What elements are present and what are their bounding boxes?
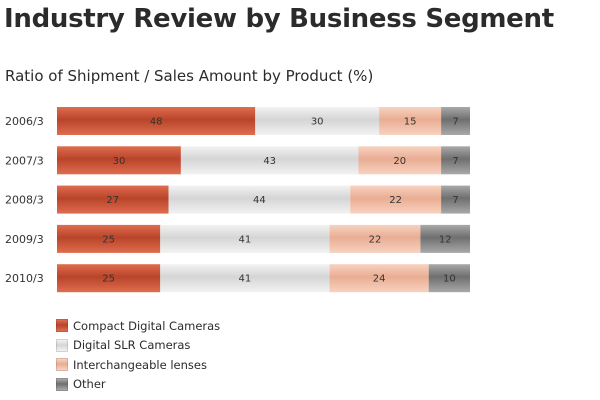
- bar-other: [420, 224, 470, 253]
- bar-other: [428, 264, 470, 293]
- bar-compact-digital-cameras: [57, 224, 161, 253]
- data-label: 41: [239, 274, 252, 285]
- bar-digital-slr-cameras: [180, 146, 359, 175]
- bar-other: [441, 185, 470, 214]
- legend-swatch: [56, 377, 68, 391]
- bar-interchangeable-lenses: [350, 185, 442, 214]
- legend-label: Other: [73, 377, 106, 392]
- category-label: 2009/3: [5, 233, 44, 246]
- legend-item: Compact Digital Cameras: [56, 316, 220, 336]
- bar-row: 25 41 24 10: [57, 264, 470, 293]
- category-label: 2008/3: [5, 194, 44, 207]
- data-label: 41: [239, 234, 252, 245]
- legend-label: Digital SLR Cameras: [73, 338, 191, 353]
- bar-compact-digital-cameras: [57, 185, 169, 214]
- bar-compact-digital-cameras: [57, 107, 256, 135]
- data-label: 30: [113, 156, 126, 167]
- bar-compact-digital-cameras: [57, 146, 181, 175]
- data-label: 27: [106, 195, 119, 206]
- bar-interchangeable-lenses: [379, 107, 442, 135]
- legend-label: Interchangeable lenses: [73, 357, 207, 372]
- bar-row: 27 44 22 7: [57, 185, 470, 214]
- bar-interchangeable-lenses: [329, 264, 429, 293]
- bar-row: 48 30 15 7: [57, 107, 470, 135]
- bar-digital-slr-cameras: [255, 107, 380, 135]
- data-label: 7: [452, 156, 458, 167]
- data-label: 15: [404, 117, 417, 128]
- bar-other: [441, 107, 470, 135]
- data-label: 12: [439, 234, 452, 245]
- bar-row: 25 41 22 12: [57, 224, 470, 253]
- data-label: 22: [389, 195, 402, 206]
- stacked-bar-chart: 48 30 15 7 30 43 20 7 27 44 22 7 25 41 22 12 25 41 24 10 20…: [5, 107, 470, 293]
- data-label: 48: [150, 117, 163, 128]
- data-label: 30: [311, 117, 324, 128]
- data-label: 24: [373, 274, 386, 285]
- legend-label: Compact Digital Cameras: [73, 318, 221, 333]
- legend-item: Interchangeable lenses: [56, 355, 220, 375]
- page-title: Industry Review by Business Segment: [4, 4, 554, 34]
- data-label: 44: [253, 195, 266, 206]
- bar-compact-digital-cameras: [57, 264, 161, 293]
- chart-legend: Compact Digital Cameras Digital SLR Camer…: [56, 316, 220, 394]
- bar-interchangeable-lenses: [329, 224, 421, 253]
- bar-row: 30 43 20 7: [57, 146, 470, 175]
- bar-other: [441, 146, 470, 175]
- data-label: 22: [369, 234, 382, 245]
- data-label: 25: [102, 274, 115, 285]
- data-label: 43: [263, 156, 276, 167]
- legend-item: Digital SLR Cameras: [56, 336, 220, 356]
- data-label: 7: [452, 117, 458, 128]
- bar-digital-slr-cameras: [168, 185, 351, 214]
- bar-interchangeable-lenses: [358, 146, 442, 175]
- legend-swatch: [56, 319, 68, 333]
- legend-swatch: [56, 338, 68, 352]
- data-label: 25: [102, 234, 115, 245]
- data-label: 20: [393, 156, 406, 167]
- category-label: 2007/3: [5, 154, 44, 167]
- data-label: 7: [452, 195, 458, 206]
- category-label: 2010/3: [5, 272, 44, 285]
- chart-title: Ratio of Shipment / Sales Amount by Prod…: [5, 67, 374, 85]
- bar-digital-slr-cameras: [160, 264, 330, 293]
- data-label: 10: [443, 274, 456, 285]
- bar-digital-slr-cameras: [160, 224, 330, 253]
- bars-layer: 48 30 15 7 30 43 20 7 27 44 22 7 25 41 22 12 25 41 24 10: [57, 107, 470, 293]
- legend-swatch: [56, 358, 68, 372]
- category-label: 2006/3: [5, 115, 44, 128]
- legend-item: Other: [56, 375, 220, 395]
